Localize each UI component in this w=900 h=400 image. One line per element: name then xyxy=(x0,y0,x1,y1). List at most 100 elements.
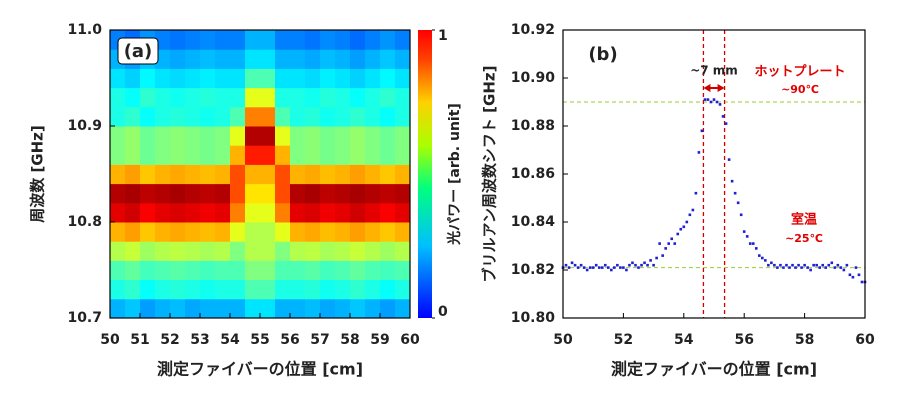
heatmap-cell xyxy=(155,183,171,204)
data-point xyxy=(688,213,692,217)
data-point xyxy=(851,275,855,279)
heatmap-cell xyxy=(230,202,246,223)
data-point xyxy=(736,201,740,205)
heatmap-cell xyxy=(200,260,216,281)
heatmap-cell xyxy=(350,183,366,204)
data-point xyxy=(631,261,634,265)
heatmap-cell xyxy=(395,222,411,242)
y-tick-label: 10.90 xyxy=(511,70,556,86)
heatmap-cell xyxy=(185,260,201,281)
heatmap-cell xyxy=(185,279,201,300)
data-point xyxy=(827,263,831,267)
heatmap-cell xyxy=(380,49,396,69)
data-point xyxy=(848,273,852,277)
heatmap-cell xyxy=(185,30,201,50)
heatmap-cell xyxy=(380,202,396,223)
heatmap-cell xyxy=(350,260,366,281)
data-point xyxy=(564,263,568,267)
heatmap-cell xyxy=(395,126,411,146)
heatmap-cell xyxy=(290,87,306,108)
heatmap-cell xyxy=(170,145,186,165)
heatmap-cell xyxy=(290,126,306,146)
heatmap-cell xyxy=(215,145,231,165)
data-point xyxy=(607,266,610,269)
heatmap-cell xyxy=(245,145,261,165)
heatmap-cell xyxy=(185,87,201,108)
data-point xyxy=(761,256,764,260)
heatmap-cell xyxy=(260,279,276,300)
heatmap-cell xyxy=(380,30,396,50)
data-point xyxy=(764,259,767,262)
heatmap-cell xyxy=(155,106,171,127)
heatmap-cell xyxy=(260,68,276,89)
heatmap-cell xyxy=(185,145,201,165)
heatmap-cell xyxy=(200,222,216,242)
heatmap-cell xyxy=(350,241,366,261)
data-point xyxy=(670,237,674,241)
heatmap-cell xyxy=(170,49,186,69)
y-tick-label: 10.92 xyxy=(511,22,555,38)
data-point xyxy=(794,266,797,269)
heatmap-cell xyxy=(365,260,381,281)
heatmap-cell xyxy=(200,87,216,108)
heatmap-cell xyxy=(350,87,366,108)
heatmap-cell xyxy=(215,164,231,185)
data-point xyxy=(649,259,652,262)
heatmap-cell xyxy=(230,106,246,127)
data-point xyxy=(667,242,670,245)
data-point xyxy=(697,151,701,154)
heatmap-cell xyxy=(320,298,336,319)
x-axis-title: 測定ファイバーの位置 [cm] xyxy=(157,360,363,379)
heatmap-cell xyxy=(395,106,411,127)
heatmap-cell xyxy=(305,279,321,300)
heatmap-cell xyxy=(260,298,276,319)
heatmap-cell xyxy=(305,222,321,242)
heatmap-cell xyxy=(170,164,186,185)
heatmap-cell xyxy=(230,298,246,319)
data-point xyxy=(754,247,758,250)
heatmap-cell xyxy=(260,30,276,50)
x-tick-label: 60 xyxy=(400,332,420,348)
heatmap-cell xyxy=(335,126,351,146)
data-point xyxy=(730,179,734,183)
heatmap-cell xyxy=(185,222,201,242)
heatmap-cell xyxy=(350,202,366,223)
heatmap-cell xyxy=(170,68,186,89)
heatmap-cell xyxy=(365,145,381,165)
panel-label: (a) xyxy=(124,41,153,62)
heatmap-cell xyxy=(305,164,321,185)
y-tick-label: 10.82 xyxy=(511,262,555,278)
heatmap-cell xyxy=(275,222,291,242)
data-point xyxy=(706,98,710,101)
x-tick-label: 56 xyxy=(280,332,299,348)
heatmap-cell xyxy=(140,260,156,281)
heatmap-cell xyxy=(185,106,201,127)
data-point xyxy=(628,263,631,267)
colorbar-tick-label: 1 xyxy=(438,28,448,44)
annotation: ~90℃ xyxy=(781,83,819,96)
heatmap-cell xyxy=(245,260,261,281)
heatmap-cell xyxy=(275,126,291,146)
heatmap-cell xyxy=(140,279,156,300)
data-point xyxy=(751,242,755,245)
x-tick-label: 50 xyxy=(553,332,573,348)
heatmap-cell xyxy=(230,164,246,185)
panel-label-box xyxy=(117,37,159,65)
heatmap-cell xyxy=(350,145,366,165)
data-point xyxy=(785,263,788,267)
heatmap-cell xyxy=(200,126,216,146)
heatmap-cell xyxy=(140,183,156,204)
heatmap-cell xyxy=(365,87,381,108)
x-axis-title: 測定ファイバーの位置 [cm] xyxy=(611,360,817,379)
heatmap-cell xyxy=(350,279,366,300)
heatmap-cell xyxy=(170,30,186,50)
panel-a: 50 51 52 53 54 55 56 57 58 59 60 10.7 10.8 10.9 11.0 測定… xyxy=(29,22,464,379)
heatmap-cell xyxy=(275,68,291,89)
heatmap-cell xyxy=(215,183,231,204)
heatmap-cell xyxy=(395,87,411,108)
data-point xyxy=(803,263,806,267)
data-point xyxy=(842,268,846,272)
heatmap-cell xyxy=(335,145,351,165)
x-tick-label: 50 xyxy=(100,332,120,348)
heatmap-cell xyxy=(245,106,261,127)
